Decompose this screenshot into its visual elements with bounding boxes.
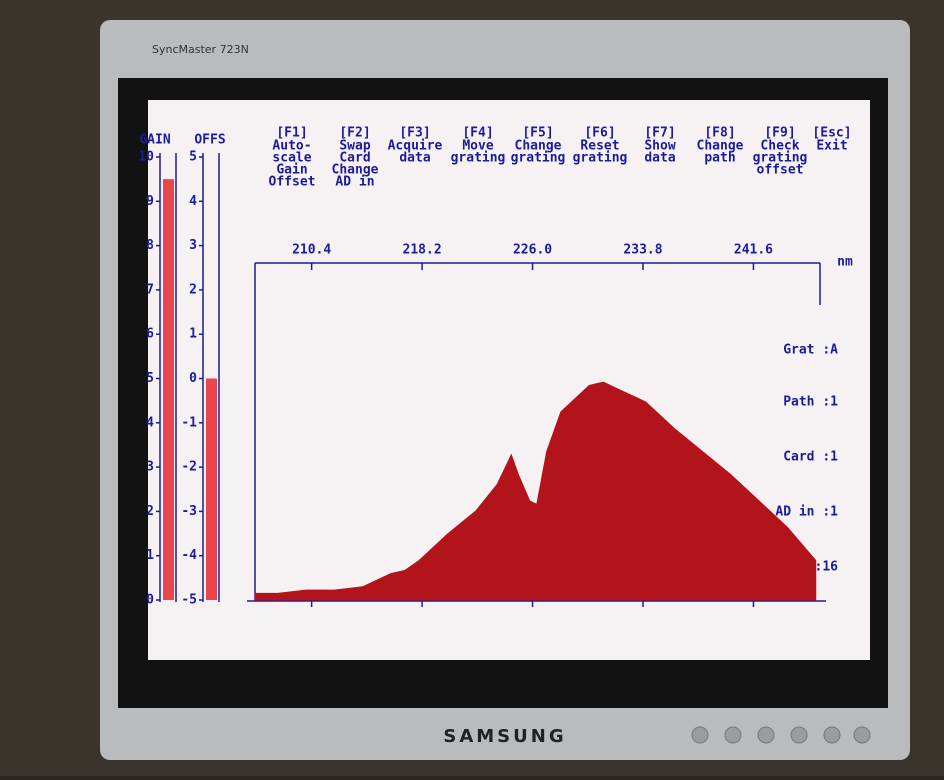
gauge-title: GAIN (139, 133, 170, 148)
x-tick-label: 233.8 (623, 243, 662, 258)
function-key-label: AD in (335, 175, 374, 190)
gauge-bar (163, 179, 174, 600)
gauge-tick-label: 8 (146, 238, 154, 253)
gauge-tick-label: 5 (189, 150, 197, 165)
monitor-photo: SyncMaster 723N SAMSUNG GAIN012345678910… (0, 0, 944, 776)
status-label: Card :1 (783, 450, 838, 465)
gauge-tick-label: 7 (146, 282, 154, 297)
function-key-label: Exit (816, 139, 847, 154)
gauge-tick-label: -3 (181, 504, 197, 519)
gauge-tick-label: 1 (189, 327, 197, 342)
gauge-tick-label: -1 (181, 415, 197, 430)
gauge-tick-label: 2 (189, 282, 197, 297)
x-tick-label: 218.2 (403, 243, 442, 258)
status-label: AD in :1 (775, 505, 838, 520)
function-key-label: grating (511, 151, 566, 166)
x-tick-label: 210.4 (292, 243, 331, 258)
monitor-brand: SAMSUNG (443, 726, 566, 747)
gauge-tick-label: 1 (146, 548, 154, 563)
gauge-tick-label: 3 (146, 460, 154, 475)
gauge-tick-label: -2 (181, 460, 197, 475)
gauge-tick-label: 0 (146, 593, 154, 608)
gauge-tick-label: 0 (189, 371, 197, 386)
gauge-tick-label: 6 (146, 327, 154, 342)
gauge-tick-label: 9 (146, 194, 154, 209)
status-label: Path :1 (783, 395, 838, 410)
function-key-label: grating (451, 151, 506, 166)
gauge-tick-label: -5 (181, 593, 197, 608)
function-key-label: data (399, 151, 430, 166)
function-key-label: data (644, 151, 675, 166)
gauge-tick-label: -4 (181, 548, 197, 563)
x-unit: nm (837, 255, 853, 270)
gauge-tick-label: 4 (189, 194, 197, 209)
gauge-bar (206, 379, 217, 601)
gauge-tick-label: 5 (146, 371, 154, 386)
gauge-tick-label: 10 (138, 150, 154, 165)
x-tick-label: 241.6 (734, 243, 773, 258)
gauge-title: OFFS (194, 133, 225, 148)
function-key-label: Offset (269, 175, 316, 190)
x-tick-label: 226.0 (513, 243, 552, 258)
gauge-tick-label: 4 (146, 415, 154, 430)
status-label: Grat :A (783, 343, 838, 358)
function-key-label: grating (573, 151, 628, 166)
gauge-tick-label: 3 (189, 238, 197, 253)
function-key-label: offset (757, 163, 804, 178)
monitor-model: SyncMaster 723N (152, 43, 249, 56)
page: {"monitor": {"model": "SyncMaster 723N",… (0, 0, 944, 776)
function-key-label: path (704, 151, 735, 166)
gauge-tick-label: 2 (146, 504, 154, 519)
